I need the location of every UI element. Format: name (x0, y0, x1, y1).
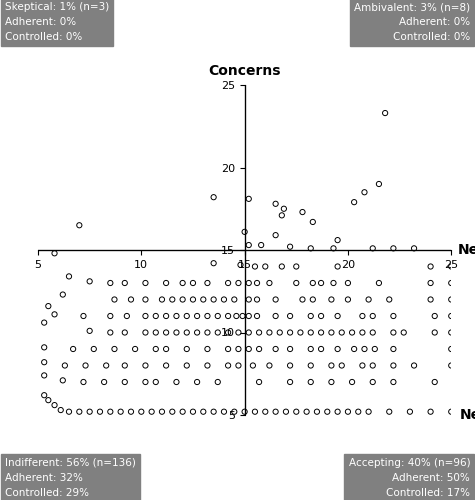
Point (447, 362, 455, 370)
Point (169, 408, 176, 416)
Point (214, 328, 221, 336)
Point (253, 279, 261, 287)
Point (245, 279, 253, 287)
Point (317, 328, 325, 336)
Point (152, 328, 160, 336)
Point (111, 345, 118, 353)
Point (235, 279, 242, 287)
Point (193, 312, 201, 320)
Point (282, 408, 290, 416)
Point (272, 296, 279, 304)
Point (286, 378, 294, 386)
Point (344, 279, 352, 287)
Point (330, 279, 337, 287)
Point (200, 296, 207, 304)
Point (200, 408, 207, 416)
Point (386, 296, 393, 304)
Point (334, 345, 342, 353)
Point (344, 408, 352, 416)
Point (158, 408, 166, 416)
Point (307, 362, 314, 370)
Point (86, 408, 94, 416)
Point (210, 408, 218, 416)
Point (303, 408, 311, 416)
Point (431, 378, 438, 386)
Point (299, 208, 306, 216)
Point (162, 362, 170, 370)
Point (286, 328, 294, 336)
Point (86, 327, 94, 335)
Point (365, 408, 372, 416)
Point (40, 358, 48, 366)
Point (278, 212, 285, 220)
Point (237, 261, 244, 269)
Point (427, 262, 435, 270)
Point (359, 312, 366, 320)
Point (317, 312, 325, 320)
Point (253, 296, 261, 304)
Point (210, 193, 218, 201)
Point (183, 345, 190, 353)
Point (183, 362, 190, 370)
Point (40, 344, 48, 351)
Point (255, 378, 263, 386)
Point (69, 345, 77, 353)
Point (123, 312, 131, 320)
Point (330, 244, 337, 252)
Point (361, 188, 368, 196)
Point (317, 279, 325, 287)
Point (334, 408, 342, 416)
Point (406, 408, 414, 416)
Point (103, 362, 110, 370)
Point (293, 262, 300, 270)
Point (390, 244, 397, 252)
Point (82, 362, 89, 370)
Point (127, 408, 135, 416)
Point (280, 205, 288, 213)
Point (179, 408, 186, 416)
Point (210, 259, 218, 267)
Point (224, 312, 232, 320)
Point (348, 378, 356, 386)
Point (334, 262, 342, 270)
Point (431, 312, 438, 320)
Point (162, 345, 170, 353)
Point (204, 328, 211, 336)
Point (427, 408, 435, 416)
Point (309, 218, 317, 226)
Point (61, 362, 69, 370)
Point (359, 362, 366, 370)
Point (169, 296, 176, 304)
Point (447, 312, 455, 320)
Point (371, 345, 379, 353)
Point (309, 296, 317, 304)
Point (57, 406, 65, 414)
Point (427, 296, 435, 304)
Point (338, 362, 345, 370)
Point (96, 408, 104, 416)
Text: Necessity: Necessity (458, 243, 475, 257)
Point (245, 312, 253, 320)
Point (127, 296, 135, 304)
Point (375, 279, 383, 287)
Point (111, 296, 118, 304)
Point (245, 195, 253, 203)
Point (183, 328, 190, 336)
Point (307, 378, 314, 386)
Point (80, 312, 87, 320)
Text: Accepting: 40% (n=96)
Adherent: 50%
Controlled: 17%: Accepting: 40% (n=96) Adherent: 50% Cont… (349, 458, 470, 498)
Point (51, 401, 58, 409)
Point (245, 328, 253, 336)
Point (241, 408, 248, 416)
Point (235, 328, 242, 336)
Point (328, 328, 335, 336)
Point (214, 312, 221, 320)
Point (106, 408, 114, 416)
Point (317, 345, 325, 353)
Point (245, 345, 253, 353)
Point (121, 328, 129, 336)
Point (348, 328, 356, 336)
Point (220, 408, 228, 416)
Point (148, 408, 155, 416)
Point (162, 279, 170, 287)
